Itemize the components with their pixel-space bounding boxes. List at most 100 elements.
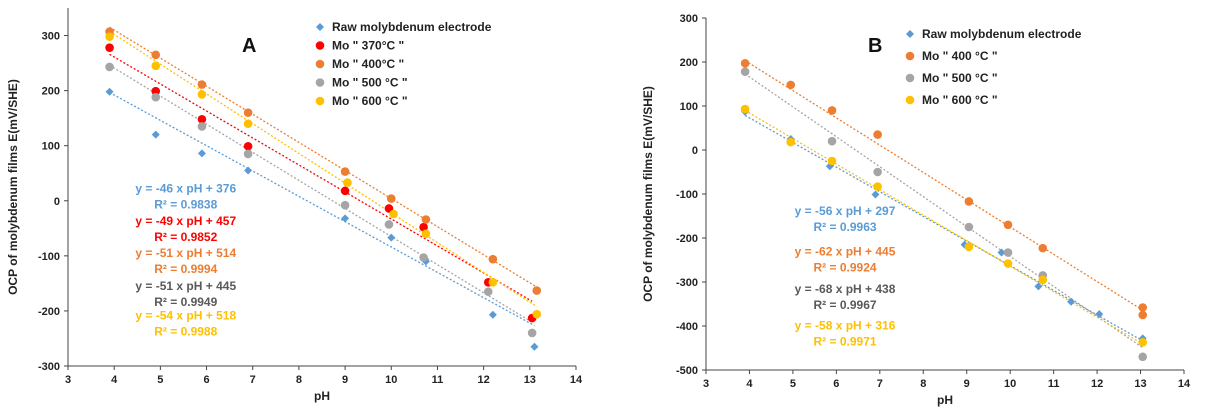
chart-b-legend-marker (905, 73, 915, 83)
chart-a-point-series-2 (243, 108, 253, 117)
chart-b-point-series-0 (1095, 310, 1104, 319)
chart-b-x-tick-label: 8 (920, 378, 926, 390)
chart-a-legend-label: Raw molybdenum electrode (332, 20, 492, 34)
chart-a-x-tick-label: 4 (111, 374, 118, 386)
chart-a-legend-marker (315, 78, 325, 87)
chart-b-point-series-1 (827, 106, 837, 115)
chart-a-x-tick-label: 5 (157, 374, 163, 386)
chart-b-x-tick-label: 12 (1091, 378, 1103, 390)
chart-a-y-tick-label: 0 (54, 196, 60, 208)
chart-b-point-series-1 (786, 80, 796, 90)
chart-a-annotation-eq: y = -51 x pH + 445 (135, 279, 236, 293)
chart-a-point-series-2 (151, 50, 161, 60)
chart-a-y-tick-label: -200 (38, 306, 60, 318)
chart-b-x-tick-label: 7 (877, 378, 883, 390)
chart-a-y-axis-label: OCP of molybdenum films E(mV/SHE) (6, 79, 20, 295)
chart-a-point-series-1 (151, 86, 161, 96)
chart-b-legend-marker (905, 95, 915, 105)
chart-a-annotation-r2: R² = 0.9988 (154, 325, 217, 339)
chart-a-x-tick-label: 11 (432, 374, 444, 386)
chart-a-point-series-3 (384, 220, 394, 229)
chart-a-point-series-0 (244, 166, 253, 175)
chart-b-point-series-0 (997, 248, 1006, 257)
chart-a-annotation-eq: y = -54 x pH + 518 (135, 309, 236, 323)
chart-b-y-tick-label: 100 (680, 101, 698, 113)
chart-a-point-series-3 (105, 62, 114, 72)
chart-a-point-series-4 (488, 277, 498, 287)
chart-a-svg: 3 4 5 6 7 8 9 10 11 12 13 14 -300 -200 -100 0 100 200 300 p… (6, 8, 583, 403)
chart-b-point-series-0 (1067, 297, 1076, 306)
chart-a-point-series-3 (197, 122, 207, 131)
chart-b-legend-marker (905, 51, 915, 61)
chart-b-point-series-3 (964, 242, 974, 252)
chart-a-x-tick-label: 10 (385, 374, 397, 386)
chart-a-trendline-1 (109, 53, 533, 302)
chart-a-trendline-2 (109, 26, 538, 288)
chart-a-point-series-4 (105, 32, 114, 41)
chart-a-legend-label: Mo " 500 °C " (332, 76, 408, 90)
chart-b-trendline-0 (744, 114, 1144, 342)
chart-a-annotation-eq: y = -51 x pH + 514 (135, 246, 236, 260)
chart-a-x-tick-label: 12 (478, 374, 490, 386)
chart-b-legend-label: Mo " 600 °C " (922, 93, 998, 107)
chart-b-point-series-3 (740, 104, 750, 114)
chart-a-point-series-0 (197, 149, 206, 158)
chart-a-trendline-0 (109, 91, 535, 327)
chart-b-svg: 3 4 5 6 7 8 9 10 11 12 13 14 -500 -400 -300 -200 -100 0 10… (641, 13, 1191, 407)
chart-a-point-series-0 (151, 130, 160, 139)
chart-a-point-series-2 (488, 254, 498, 264)
chart-b-point-series-1 (1003, 220, 1013, 230)
chart-b-y-tick-label: -200 (676, 233, 698, 245)
chart-a-point-series-2 (197, 80, 207, 89)
chart-b-annotation-r2: R² = 0.9924 (814, 261, 877, 275)
chart-a-point-series-2 (532, 286, 542, 295)
chart-a-point-series-1 (419, 222, 428, 232)
chart-a-point-series-3 (419, 253, 428, 262)
chart-a-x-axis-label: pH (314, 389, 330, 403)
chart-b-point-series-3 (873, 182, 882, 191)
chart-a-point-series-4 (197, 90, 207, 99)
chart-a-annotation-r2: R² = 0.9949 (154, 295, 217, 309)
chart-b-y-axis-label: OCP of molybdenum films E(mV/SHE) (641, 86, 655, 302)
chart-a-y-tick-label: 200 (42, 86, 60, 98)
chart-b-x-tick-label: 9 (964, 378, 970, 390)
chart-a-y-tick-label: -300 (38, 361, 60, 373)
chart-a-point-series-4 (389, 209, 398, 219)
chart-b-y-tick-label: 300 (680, 13, 698, 25)
chart-b-point-series-3 (1138, 337, 1148, 347)
chart-b-legend-label: Mo " 400 °C " (922, 49, 998, 63)
chart-a-trendline-4 (109, 30, 538, 308)
chart-a-point-series-3 (151, 92, 161, 102)
chart-b-point-series-1 (740, 59, 750, 68)
chart-a-point-series-2 (421, 215, 431, 224)
chart-a-legend-marker (315, 96, 325, 106)
chart-b-legend-marker (906, 30, 914, 38)
chart-b-annotation-eq: y = -68 x pH + 438 (795, 282, 896, 296)
chart-a-legend-label: Mo " 400°C " (332, 57, 404, 71)
chart-b-point-series-0 (871, 190, 880, 199)
chart-b-point-series-3 (1038, 275, 1048, 285)
chart-b-x-tick-label: 3 (703, 378, 709, 390)
chart-a-point-series-4 (421, 229, 431, 239)
chart-a-x-tick-label: 3 (65, 374, 71, 386)
chart-a-point-series-4 (532, 309, 542, 319)
chart-b-x-axis-label: pH (937, 393, 953, 407)
chart-a-x-tick-label: 13 (524, 374, 536, 386)
chart-b-x-tick-label: 10 (1004, 378, 1016, 390)
chart-b-y-tick-label: -400 (676, 321, 698, 333)
chart-panel-b: 3 4 5 6 7 8 9 10 11 12 13 14 -500 -400 -300 -200 -100 0 10… (610, 0, 1209, 412)
chart-b-point-series-2 (873, 167, 882, 177)
chart-b-x-tick-label: 13 (1134, 378, 1146, 390)
chart-b-point-series-1 (1138, 303, 1148, 312)
chart-a-trendline-3 (109, 64, 533, 323)
chart-a-panel-letter: A (242, 35, 256, 57)
chart-b-trendline-2 (744, 73, 1144, 349)
chart-b-trendline-3 (744, 109, 1144, 345)
chart-a-legend-label: Mo " 370°C " (332, 39, 404, 53)
chart-a-point-series-2 (386, 194, 396, 203)
chart-b-y-tick-label: -100 (676, 189, 698, 201)
chart-b-x-tick-label: 5 (790, 378, 796, 390)
chart-a-point-series-3 (527, 328, 537, 338)
chart-a-point-series-1 (105, 43, 114, 52)
chart-a-point-series-0 (488, 310, 497, 319)
